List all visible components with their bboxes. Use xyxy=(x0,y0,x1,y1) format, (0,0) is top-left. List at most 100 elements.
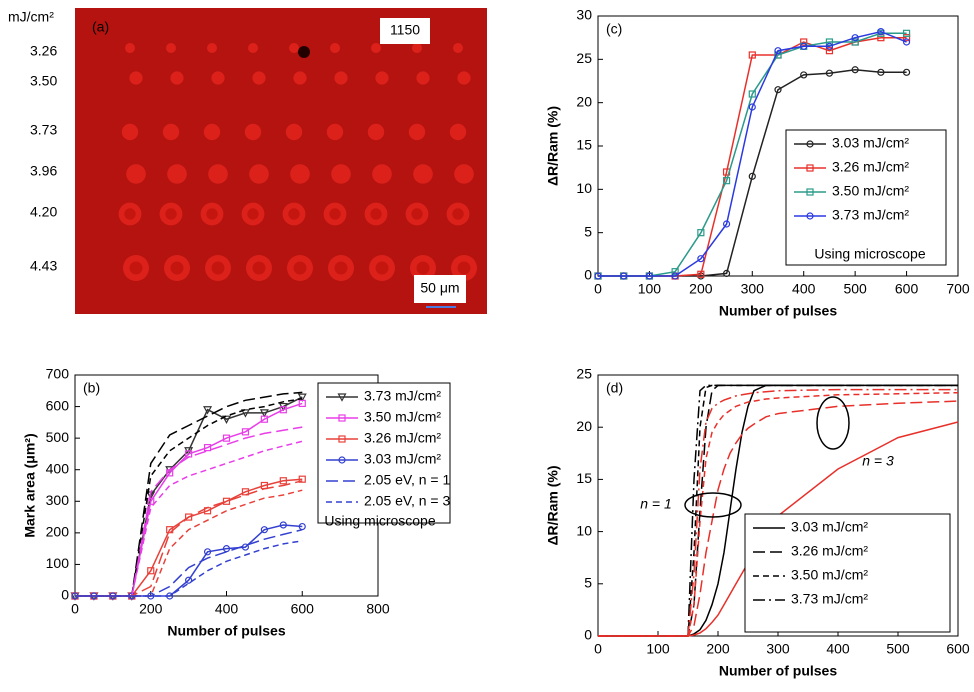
series-line xyxy=(598,388,958,637)
legend-box xyxy=(785,129,947,266)
fluence-label: 3.96 xyxy=(30,163,57,179)
marker xyxy=(221,415,232,424)
fluence-label: 4.43 xyxy=(30,258,57,274)
marker xyxy=(697,270,705,278)
spot xyxy=(449,123,467,141)
marker xyxy=(279,477,287,485)
spot xyxy=(367,123,385,141)
legend-label: 3.50 mJ/cm² xyxy=(364,409,441,425)
y-tick-label: 300 xyxy=(46,492,70,508)
y-tick-label: 0 xyxy=(61,587,69,603)
y-tick-label: 25 xyxy=(576,50,592,66)
marker xyxy=(260,415,268,423)
marker xyxy=(774,86,782,94)
marker xyxy=(620,272,628,280)
x-tick-label: 600 xyxy=(291,601,315,617)
spot xyxy=(372,164,392,184)
marker xyxy=(222,434,231,442)
x-tick-label: 300 xyxy=(741,281,765,297)
spot xyxy=(408,123,426,141)
y-tick-label: 0 xyxy=(584,627,592,643)
x-axis-label: Number of pulses xyxy=(719,663,837,679)
marker xyxy=(338,456,346,464)
marker xyxy=(902,38,911,46)
spot xyxy=(121,123,139,141)
marker xyxy=(279,406,287,414)
marker xyxy=(825,69,834,77)
series-line xyxy=(598,384,958,637)
marker xyxy=(748,172,756,180)
fluence-label: 3.26 xyxy=(30,43,57,59)
spot-core xyxy=(375,261,389,275)
scale-label: 50 μm xyxy=(420,280,459,296)
marker xyxy=(203,548,212,556)
marker xyxy=(222,497,231,505)
x-tick-label: 400 xyxy=(826,641,850,657)
y-tick-label: 20 xyxy=(576,418,592,434)
spot-core xyxy=(329,208,341,220)
spot-core xyxy=(211,261,225,275)
marker xyxy=(800,71,808,79)
x-tick-label: 100 xyxy=(646,641,670,657)
spot-core xyxy=(129,261,143,275)
series-line xyxy=(75,396,303,597)
note: Using microscope xyxy=(814,246,925,262)
marker xyxy=(902,68,911,76)
spot-core xyxy=(124,208,136,220)
spot xyxy=(170,71,184,85)
panel-label: (a) xyxy=(92,19,109,35)
legend-label: 3.50 mJ/cm² xyxy=(791,567,868,583)
panel-label: (c) xyxy=(606,21,622,37)
spot xyxy=(207,43,217,53)
x-tick-label: 600 xyxy=(946,641,970,657)
x-tick-label: 800 xyxy=(366,601,390,617)
x-tick-label: 300 xyxy=(766,641,790,657)
spot xyxy=(285,123,303,141)
x-tick-label: 400 xyxy=(215,601,239,617)
series-line xyxy=(75,391,303,597)
y-tick-label: 15 xyxy=(576,470,592,486)
marker xyxy=(806,212,814,220)
annotation: n = 3 xyxy=(862,453,894,469)
x-axis-label: Number of pulses xyxy=(167,623,285,639)
legend-label: 2.05 eV, n = 1 xyxy=(364,472,450,488)
marker xyxy=(774,47,782,55)
marker xyxy=(800,38,808,46)
spot xyxy=(457,71,471,85)
panel-label: (d) xyxy=(606,380,623,396)
series-line xyxy=(598,421,959,637)
marker xyxy=(825,47,834,55)
marker xyxy=(338,414,346,422)
spot xyxy=(167,164,187,184)
marker xyxy=(147,567,155,575)
y-tick-label: 30 xyxy=(576,7,592,23)
marker xyxy=(240,409,250,418)
spot-core xyxy=(293,261,307,275)
marker xyxy=(800,42,808,50)
marker xyxy=(851,38,859,46)
series-line xyxy=(75,528,303,597)
legend-box xyxy=(744,513,951,633)
series-line xyxy=(75,540,303,597)
series-line xyxy=(598,391,959,637)
y-tick-label: 0 xyxy=(584,267,592,283)
spot xyxy=(166,43,176,53)
marker xyxy=(825,38,834,46)
y-axis-label: ΔR/Ram (%) xyxy=(545,465,561,545)
annotation: n = 1 xyxy=(640,496,672,512)
x-tick-label: 700 xyxy=(946,281,970,297)
note: Using microscope xyxy=(324,513,435,529)
panel-label: (b) xyxy=(83,380,100,396)
x-tick-label: 600 xyxy=(895,281,919,297)
y-tick-label: 10 xyxy=(576,180,592,196)
scale-box xyxy=(414,275,466,303)
x-tick-label: 200 xyxy=(139,601,163,617)
y-tick-label: 15 xyxy=(576,137,592,153)
spot-core xyxy=(411,208,423,220)
marker xyxy=(902,29,911,37)
marker xyxy=(697,229,705,237)
x-tick-label: 200 xyxy=(706,641,730,657)
marker xyxy=(241,428,250,436)
spot xyxy=(293,71,307,85)
